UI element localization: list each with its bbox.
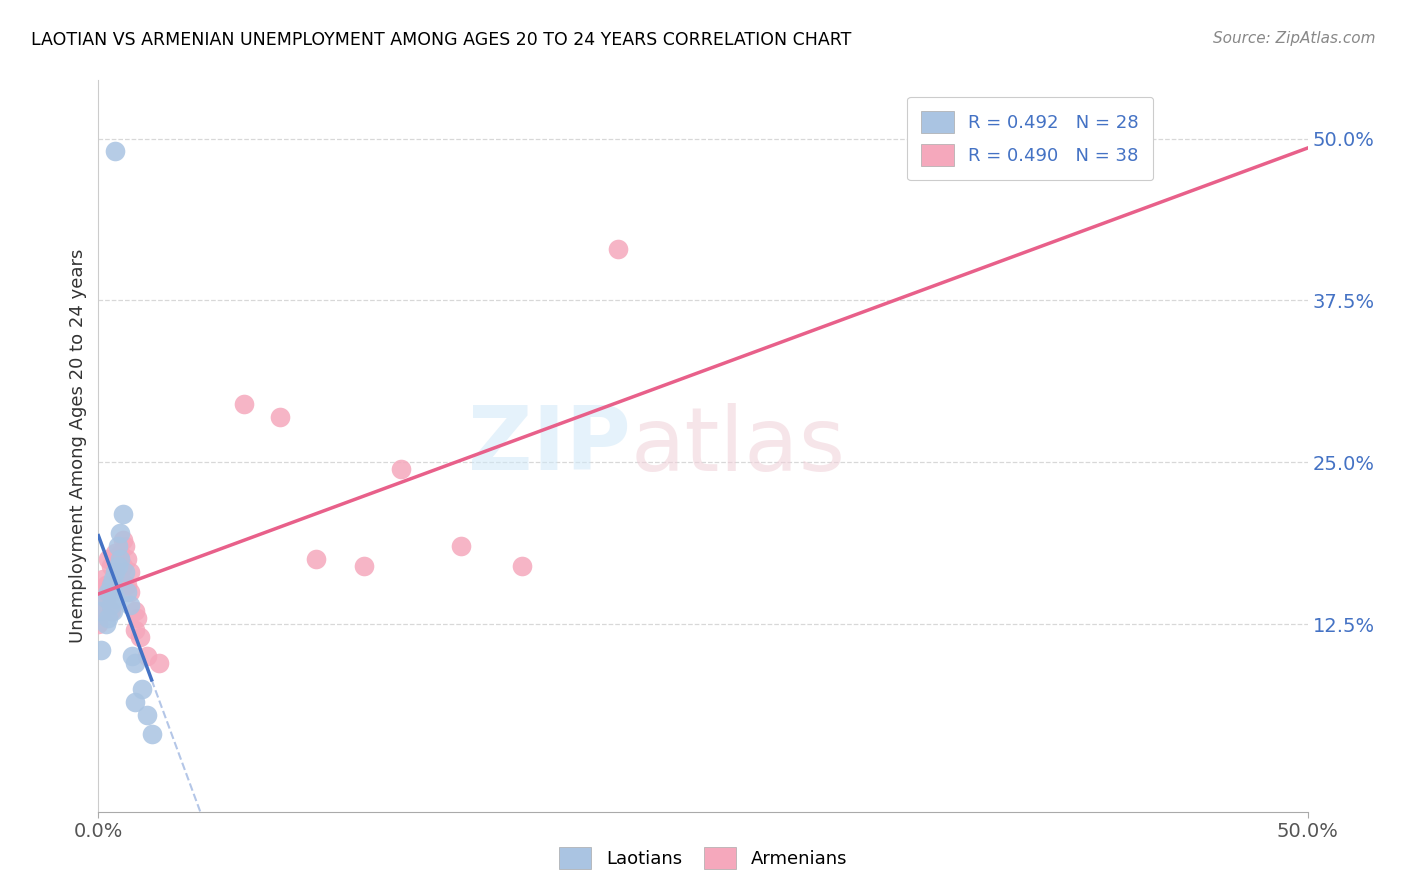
Point — [108, 526, 131, 541]
Text: atlas: atlas — [630, 402, 845, 490]
Point — [117, 552, 139, 566]
Point — [148, 656, 170, 670]
Point — [510, 558, 533, 573]
Point — [135, 707, 157, 722]
Legend: Laotians, Armenians: Laotians, Armenians — [550, 838, 856, 879]
Point — [108, 546, 131, 560]
Point — [118, 584, 141, 599]
Point — [128, 630, 150, 644]
Point — [101, 584, 124, 599]
Point — [100, 604, 122, 618]
Point — [104, 145, 127, 159]
Point — [100, 578, 122, 592]
Point — [124, 656, 146, 670]
Point — [389, 461, 412, 475]
Point — [104, 572, 127, 586]
Y-axis label: Unemployment Among Ages 20 to 24 years: Unemployment Among Ages 20 to 24 years — [69, 249, 87, 643]
Point — [87, 617, 110, 632]
Point — [104, 566, 127, 580]
Point — [111, 507, 134, 521]
Point — [114, 566, 136, 580]
Point — [121, 649, 143, 664]
Point — [117, 584, 139, 599]
Point — [118, 566, 141, 580]
Point — [94, 578, 117, 592]
Point — [97, 578, 120, 592]
Point — [97, 552, 120, 566]
Point — [101, 578, 124, 592]
Point — [117, 578, 139, 592]
Point — [94, 591, 117, 606]
Point — [90, 604, 112, 618]
Point — [87, 604, 110, 618]
Point — [104, 546, 127, 560]
Point — [100, 598, 122, 612]
Text: LAOTIAN VS ARMENIAN UNEMPLOYMENT AMONG AGES 20 TO 24 YEARS CORRELATION CHART: LAOTIAN VS ARMENIAN UNEMPLOYMENT AMONG A… — [31, 31, 851, 49]
Point — [118, 598, 141, 612]
Point — [141, 727, 163, 741]
Point — [101, 604, 124, 618]
Point — [107, 572, 129, 586]
Point — [101, 572, 124, 586]
Point — [111, 533, 134, 547]
Point — [353, 558, 375, 573]
Text: Source: ZipAtlas.com: Source: ZipAtlas.com — [1212, 31, 1375, 46]
Point — [269, 409, 291, 424]
Point — [131, 681, 153, 696]
Point — [124, 695, 146, 709]
Point — [124, 604, 146, 618]
Point — [94, 591, 117, 606]
Point — [97, 610, 120, 624]
Point — [97, 584, 120, 599]
Point — [107, 558, 129, 573]
Point — [111, 558, 134, 573]
Point — [108, 566, 131, 580]
Point — [104, 591, 127, 606]
Point — [94, 617, 117, 632]
Point — [100, 578, 122, 592]
Point — [100, 558, 122, 573]
Point — [124, 624, 146, 638]
Point — [90, 643, 112, 657]
Point — [450, 539, 472, 553]
Point — [108, 552, 131, 566]
Point — [91, 572, 114, 586]
Point — [232, 397, 254, 411]
Point — [107, 552, 129, 566]
Text: ZIP: ZIP — [468, 402, 630, 490]
Point — [107, 539, 129, 553]
Point — [114, 539, 136, 553]
Point — [135, 649, 157, 664]
Point — [607, 242, 630, 256]
Point — [305, 552, 328, 566]
Point — [127, 610, 149, 624]
Legend: R = 0.492   N = 28, R = 0.490   N = 38: R = 0.492 N = 28, R = 0.490 N = 38 — [907, 96, 1153, 180]
